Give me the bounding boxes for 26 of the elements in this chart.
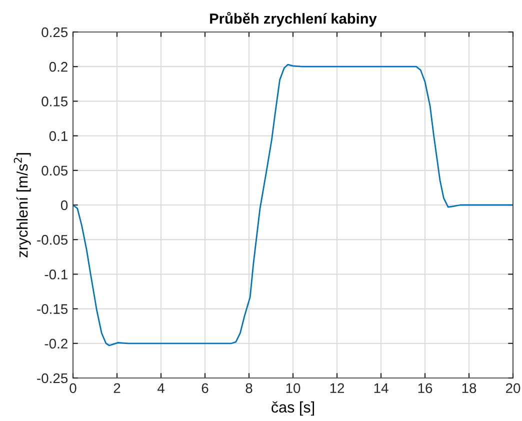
y-tick-label: -0.2 — [44, 338, 68, 349]
x-tick-label: 14 — [374, 383, 388, 393]
y-tick-label: 0.15 — [42, 96, 68, 106]
y-tick-label: -0.15 — [37, 304, 68, 314]
x-tick-label: 6 — [202, 383, 208, 394]
y-tick-label: -0.05 — [37, 234, 68, 245]
y-tick-label: 0.05 — [42, 166, 68, 176]
y-tick-label: -0.1 — [44, 270, 68, 280]
y-tick-label: 0.1 — [49, 131, 68, 141]
y-tick-label: -0.25 — [37, 373, 68, 384]
y-tick-label: 0 — [60, 200, 68, 210]
y-tick-label: 0.2 — [49, 62, 68, 72]
y-axis-title: zrychlení [m/s$^{2}$] — [14, 153, 31, 258]
chart-title: Průběh zrychlení kabiny — [210, 12, 377, 27]
x-tick-label: 8 — [246, 383, 252, 394]
x-tick-label: 18 — [462, 383, 476, 394]
line-series — [73, 64, 513, 346]
x-tick-label: 4 — [157, 383, 164, 393]
x-tick-label: 2 — [114, 383, 120, 393]
x-tick-label: 12 — [330, 383, 344, 393]
x-axis-title: čas [s] — [272, 401, 314, 416]
x-tick-label: 10 — [286, 383, 300, 394]
x-tick-label: 0 — [70, 383, 76, 394]
x-tick-label: 16 — [418, 383, 432, 394]
x-tick-label: 20 — [506, 383, 520, 394]
y-tick-label: 0.25 — [42, 27, 68, 38]
